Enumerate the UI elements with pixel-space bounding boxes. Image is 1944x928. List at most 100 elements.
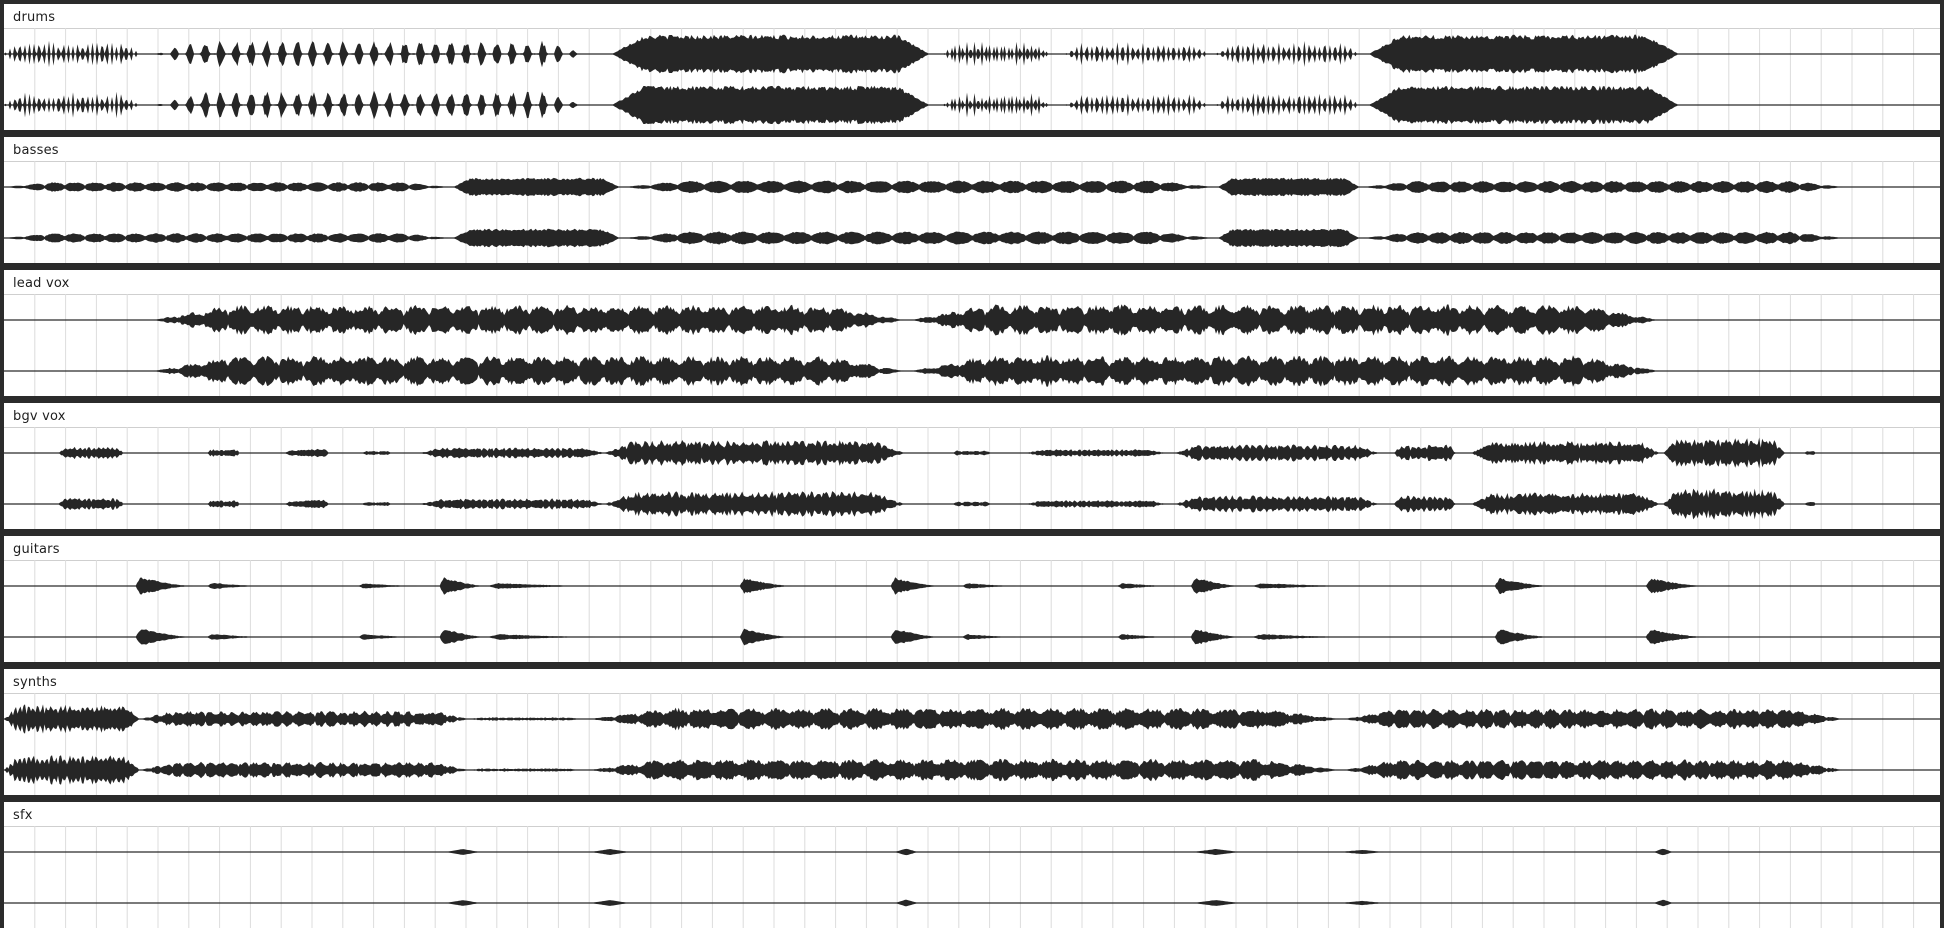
track-sfx[interactable]: sfx (4, 802, 1940, 928)
audio-region-waveform[interactable] (604, 440, 904, 466)
audio-region-waveform[interactable] (953, 450, 991, 455)
audio-region-waveform[interactable] (591, 900, 629, 906)
audio-region-waveform[interactable] (1340, 850, 1384, 854)
audio-region-waveform[interactable] (488, 583, 604, 589)
track-header[interactable]: basses (4, 137, 1940, 161)
audio-region-waveform[interactable] (1394, 496, 1456, 513)
audio-region-waveform[interactable] (910, 355, 1659, 387)
audio-region-waveform[interactable] (1216, 41, 1359, 67)
waveform-canvas[interactable] (4, 294, 1940, 396)
audio-region-waveform[interactable] (140, 711, 469, 728)
audio-region-waveform[interactable] (285, 449, 329, 457)
audio-region-waveform[interactable] (1344, 760, 1842, 781)
audio-region-waveform[interactable] (420, 498, 603, 509)
waveform-canvas[interactable] (4, 161, 1940, 263)
audio-region-waveform[interactable] (1340, 901, 1384, 905)
audio-region-waveform[interactable] (1805, 451, 1816, 455)
audio-region-waveform[interactable] (1805, 502, 1816, 506)
waveform-canvas[interactable] (4, 427, 1940, 529)
audio-region-waveform[interactable] (453, 178, 618, 196)
track-header[interactable]: sfx (4, 802, 1940, 826)
track-header[interactable]: synths (4, 669, 1940, 693)
audio-region-waveform[interactable] (1065, 42, 1208, 66)
audio-region-waveform[interactable] (1472, 441, 1660, 465)
audio-region-waveform[interactable] (1344, 709, 1842, 730)
audio-region-waveform[interactable] (1216, 93, 1359, 117)
audio-region-waveform[interactable] (1193, 849, 1238, 855)
waveform-lane[interactable] (4, 560, 1940, 662)
audio-region-waveform[interactable] (1065, 94, 1208, 117)
audio-region-waveform[interactable] (591, 849, 629, 855)
audio-region-waveform[interactable] (207, 449, 239, 457)
audio-region-waveform[interactable] (1495, 578, 1552, 594)
audio-region-waveform[interactable] (1191, 630, 1242, 645)
audio-region-waveform[interactable] (895, 849, 918, 855)
audio-region-waveform[interactable] (4, 704, 139, 733)
audio-region-waveform[interactable] (4, 755, 139, 785)
audio-region-waveform[interactable] (1175, 495, 1378, 512)
audio-region-waveform[interactable] (155, 91, 584, 119)
audio-region-waveform[interactable] (440, 630, 488, 644)
audio-region-waveform[interactable] (1253, 584, 1358, 589)
audio-region-waveform[interactable] (612, 86, 929, 125)
audio-region-waveform[interactable] (453, 229, 618, 247)
waveform-canvas[interactable] (4, 560, 1940, 662)
waveform-lane[interactable] (4, 693, 1940, 795)
audio-region-waveform[interactable] (1654, 900, 1672, 906)
audio-region-waveform[interactable] (58, 498, 123, 510)
track-header[interactable]: guitars (4, 536, 1940, 560)
audio-region-waveform[interactable] (4, 182, 448, 192)
audio-region-waveform[interactable] (1117, 634, 1174, 640)
waveform-lane[interactable] (4, 28, 1940, 130)
audio-region-waveform[interactable] (962, 583, 1019, 588)
audio-region-waveform[interactable] (910, 304, 1659, 336)
audio-region-waveform[interactable] (962, 634, 1019, 640)
track-guitars[interactable]: guitars (4, 536, 1940, 662)
waveform-canvas[interactable] (4, 28, 1940, 130)
audio-region-waveform[interactable] (4, 233, 448, 242)
audio-region-waveform[interactable] (445, 900, 480, 906)
track-basses[interactable]: basses (4, 137, 1940, 263)
audio-region-waveform[interactable] (1472, 492, 1660, 515)
audio-region-waveform[interactable] (440, 577, 488, 594)
audio-region-waveform[interactable] (207, 583, 264, 589)
audio-region-waveform[interactable] (740, 578, 794, 593)
audio-region-waveform[interactable] (469, 768, 580, 771)
waveform-canvas[interactable] (4, 693, 1940, 795)
track-drums[interactable]: drums (4, 4, 1940, 130)
audio-region-waveform[interactable] (1663, 438, 1785, 469)
audio-region-waveform[interactable] (589, 708, 1339, 731)
audio-region-waveform[interactable] (1495, 630, 1552, 645)
audio-region-waveform[interactable] (1394, 445, 1456, 462)
audio-region-waveform[interactable] (207, 500, 239, 507)
audio-region-waveform[interactable] (891, 630, 942, 643)
audio-region-waveform[interactable] (469, 717, 580, 720)
track-header[interactable]: drums (4, 4, 1940, 28)
waveform-lane[interactable] (4, 161, 1940, 263)
audio-region-waveform[interactable] (891, 577, 942, 594)
audio-region-waveform[interactable] (1026, 500, 1164, 508)
audio-region-waveform[interactable] (953, 502, 991, 507)
audio-region-waveform[interactable] (624, 231, 1214, 244)
audio-region-waveform[interactable] (1117, 583, 1174, 589)
audio-region-waveform[interactable] (58, 447, 123, 459)
waveform-canvas[interactable] (4, 826, 1940, 928)
audio-region-waveform[interactable] (207, 634, 264, 639)
audio-region-waveform[interactable] (488, 634, 604, 640)
audio-region-waveform[interactable] (1663, 488, 1785, 520)
audio-region-waveform[interactable] (1369, 86, 1678, 125)
audio-region-waveform[interactable] (285, 500, 329, 508)
track-lead-vox[interactable]: lead vox (4, 270, 1940, 396)
audio-region-waveform[interactable] (358, 634, 420, 639)
audio-region-waveform[interactable] (1191, 578, 1242, 594)
audio-region-waveform[interactable] (4, 41, 139, 67)
audio-region-waveform[interactable] (589, 759, 1339, 782)
audio-region-waveform[interactable] (1363, 181, 1843, 193)
audio-region-waveform[interactable] (136, 629, 193, 644)
audio-region-waveform[interactable] (1369, 35, 1678, 74)
waveform-lane[interactable] (4, 826, 1940, 928)
audio-region-waveform[interactable] (624, 180, 1214, 193)
audio-region-waveform[interactable] (1026, 449, 1164, 457)
audio-region-waveform[interactable] (420, 448, 603, 459)
audio-region-waveform[interactable] (1654, 849, 1672, 855)
